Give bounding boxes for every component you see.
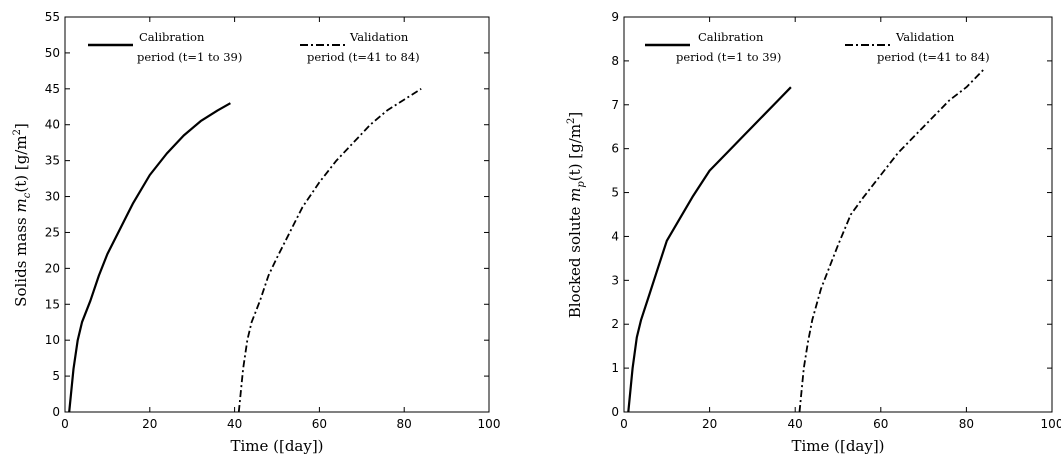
y-tick-label: 3 <box>611 273 619 287</box>
legend: Calibration period (t=1 to 39) Validatio… <box>645 30 990 64</box>
legend-sublabel-validation: period (t=41 to 84) <box>877 50 990 64</box>
y-tick-label: 50 <box>45 46 60 60</box>
x-tick-label: 100 <box>478 417 501 431</box>
x-tick-label: 0 <box>61 417 69 431</box>
y-tick-label: 4 <box>611 229 619 243</box>
series-line-validation <box>798 69 985 413</box>
tick-group: 0 20 40 60 80 100 0 1 2 3 4 5 6 7 8 9 <box>611 10 1061 431</box>
x-tick-label: 80 <box>959 417 974 431</box>
series-line-calibration <box>68 102 231 413</box>
plot-frame <box>623 16 1053 413</box>
x-tick-label: 20 <box>702 417 717 431</box>
y-tick-label: 20 <box>45 261 60 275</box>
chart-solids-mass: 0 20 40 60 80 100 0 5 10 15 20 25 30 35 40 45 50 55 Calib… <box>12 10 500 455</box>
y-tick-label: 5 <box>611 186 619 200</box>
x-tick-label: 80 <box>397 417 412 431</box>
legend-label-validation: Validation <box>895 30 955 44</box>
legend-sublabel-calibration: period (t=1 to 39) <box>137 50 242 64</box>
legend-label-validation: Validation <box>349 30 409 44</box>
y-tick-label: 30 <box>45 190 60 204</box>
x-tick-label: 40 <box>788 417 803 431</box>
y-tick-label: 2 <box>611 317 619 331</box>
x-axis-title: Time ([day]) <box>791 437 884 455</box>
y-tick-label: 10 <box>45 333 60 347</box>
y-tick-label: 8 <box>611 54 619 68</box>
y-tick-label: 0 <box>611 405 619 419</box>
y-tick-label: 9 <box>611 10 619 24</box>
series-group <box>68 88 422 413</box>
legend: Calibration period (t=1 to 39) Validatio… <box>88 30 420 64</box>
x-tick-label: 100 <box>1041 417 1061 431</box>
legend-label-calibration: Calibration <box>698 30 764 44</box>
x-tick-label: 60 <box>312 417 327 431</box>
x-tick-label: 60 <box>873 417 888 431</box>
y-tick-label: 40 <box>45 118 60 132</box>
legend-label-calibration: Calibration <box>139 30 205 44</box>
y-tick-label: 35 <box>45 154 60 168</box>
y-axis-title: Solids mass mc(t) [g/m2] <box>12 123 33 307</box>
series-line-calibration <box>627 86 792 413</box>
y-tick-label: 7 <box>611 98 619 112</box>
chart-blocked-solute: 0 20 40 60 80 100 0 1 2 3 4 5 6 7 8 9 Calibration perio… <box>566 10 1061 455</box>
x-tick-label: 40 <box>227 417 242 431</box>
series-line-validation <box>237 88 422 413</box>
legend-sublabel-validation: period (t=41 to 84) <box>307 50 420 64</box>
x-tick-label: 0 <box>620 417 628 431</box>
y-tick-label: 1 <box>611 361 619 375</box>
y-tick-label: 5 <box>52 369 60 383</box>
x-axis-title: Time ([day]) <box>230 437 323 455</box>
y-tick-label: 55 <box>45 10 60 24</box>
y-tick-label: 45 <box>45 82 60 96</box>
y-tick-label: 0 <box>52 405 60 419</box>
y-tick-label: 6 <box>611 142 619 156</box>
y-tick-label: 15 <box>45 297 60 311</box>
y-tick-label: 25 <box>45 225 60 239</box>
x-tick-label: 20 <box>142 417 157 431</box>
series-group <box>627 69 985 413</box>
plot-frame <box>64 16 490 413</box>
y-axis-title: Blocked solute mp(t) [g/m2] <box>566 112 587 319</box>
tick-group: 0 20 40 60 80 100 0 5 10 15 20 25 30 35 40 45 50 55 <box>45 10 501 431</box>
legend-sublabel-calibration: period (t=1 to 39) <box>676 50 781 64</box>
